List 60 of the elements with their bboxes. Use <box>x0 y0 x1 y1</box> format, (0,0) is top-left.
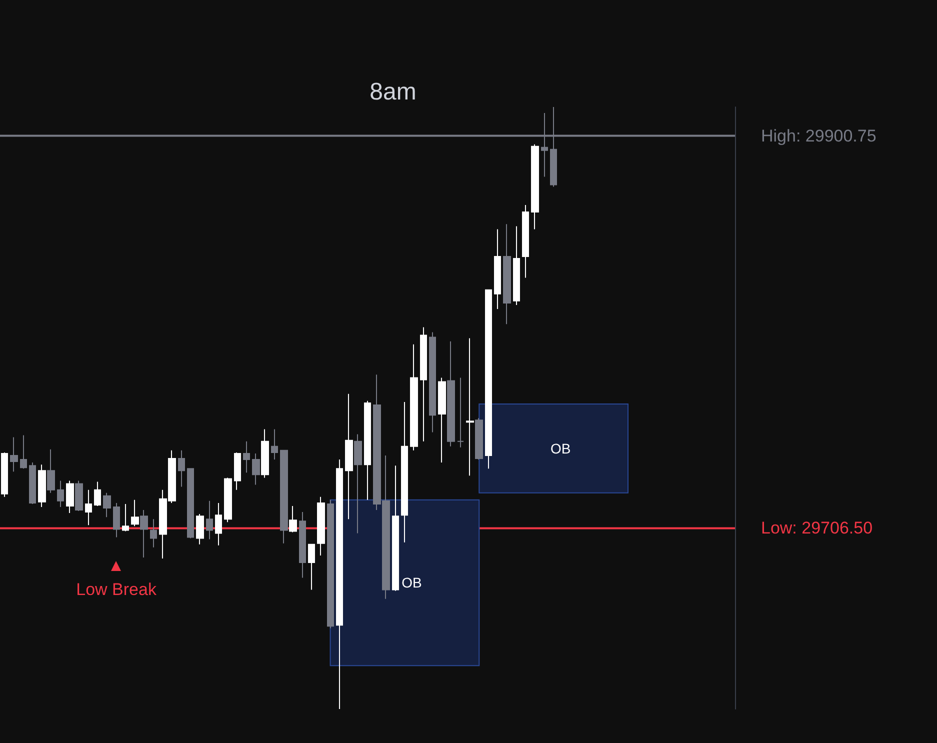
candlestick <box>447 340 455 447</box>
y-tick-label: High: 29900.75 <box>761 126 876 146</box>
candlestick <box>234 452 241 490</box>
candlestick <box>261 428 269 478</box>
candlestick <box>513 226 520 306</box>
candlestick <box>75 480 83 512</box>
candlestick <box>392 465 399 592</box>
chart-title: 8am <box>370 78 416 106</box>
candlestick <box>522 204 529 278</box>
candlestick <box>243 440 250 474</box>
candlestick <box>140 510 148 558</box>
candlestick <box>429 332 436 433</box>
candlestick <box>103 492 111 518</box>
candlestick <box>252 452 260 486</box>
candlestick <box>131 499 139 527</box>
candlestick <box>410 344 418 451</box>
candlestick <box>29 462 36 504</box>
candlestick <box>224 477 232 523</box>
candlestick <box>364 400 371 500</box>
candlestick <box>308 544 315 590</box>
candlestick <box>1 452 8 498</box>
candlestick <box>196 514 204 545</box>
candlestick <box>466 338 474 476</box>
candlestick <box>66 480 74 514</box>
band-label: OB <box>550 440 571 456</box>
candlestick <box>94 481 101 506</box>
candlestick <box>354 434 362 534</box>
candlestick <box>345 393 353 520</box>
candlestick <box>47 448 55 494</box>
candlestick <box>178 450 185 488</box>
candlestick <box>215 502 222 546</box>
candlestick <box>317 496 325 556</box>
candlestick <box>327 499 334 629</box>
candlestick <box>271 428 278 460</box>
candlestick <box>187 468 194 539</box>
candlestick <box>10 436 18 472</box>
candlestick <box>485 289 492 470</box>
band-label: OB <box>402 574 422 591</box>
candlestick <box>299 512 306 578</box>
candlestick <box>20 434 27 470</box>
candlestick <box>206 500 213 540</box>
y-tick-label: Low: 29706.50 <box>761 518 873 538</box>
candlestick <box>57 480 64 508</box>
candlestick <box>38 464 46 508</box>
candlestick <box>475 418 483 460</box>
candlestick <box>420 326 427 442</box>
candlestick <box>457 377 464 448</box>
candlestick <box>85 489 92 526</box>
candlestick <box>122 503 129 532</box>
annotation: Low Break <box>76 580 157 599</box>
candlestick <box>336 459 343 710</box>
candlestick <box>531 144 539 230</box>
candlestick <box>438 377 446 464</box>
candlestick <box>401 401 408 543</box>
candlestick <box>289 505 297 533</box>
candlestick <box>503 224 511 325</box>
candlestick <box>150 518 157 548</box>
candlestick <box>280 450 288 544</box>
candlestick <box>494 228 501 310</box>
candlestick <box>113 502 120 538</box>
